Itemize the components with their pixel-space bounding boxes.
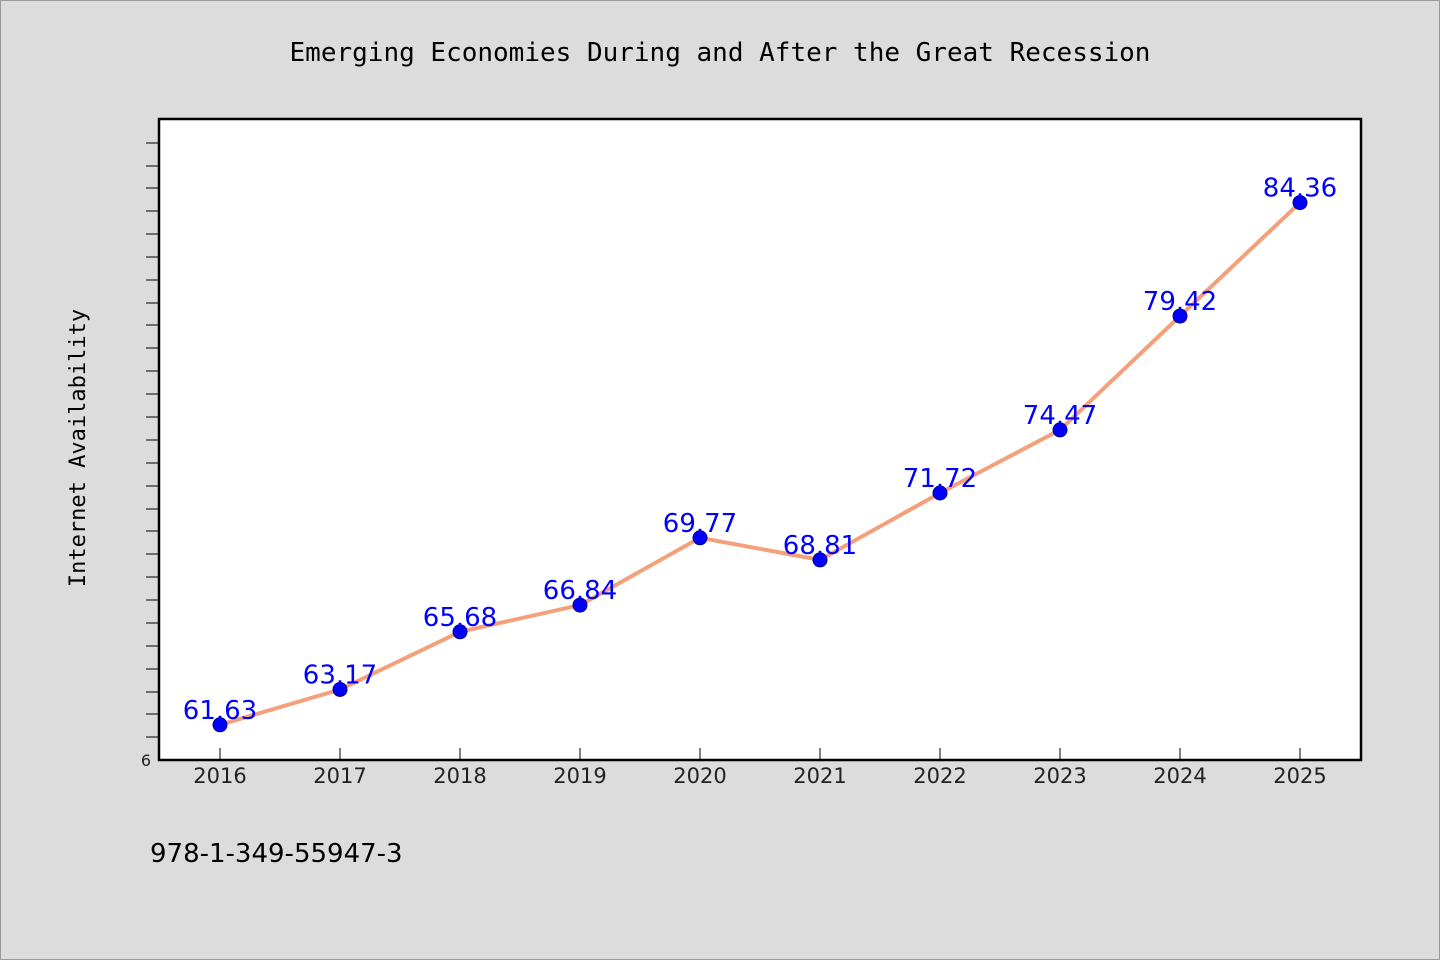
- data-label: 68.81: [783, 531, 857, 561]
- data-label: 61.63: [183, 696, 257, 726]
- data-label: 84.36: [1263, 174, 1337, 204]
- x-tick-label: 2022: [913, 764, 966, 788]
- data-label: 71.72: [903, 464, 977, 494]
- x-tick-label: 2018: [433, 764, 486, 788]
- x-tick-label: 2020: [673, 764, 726, 788]
- x-tick-label: 2024: [1153, 764, 1206, 788]
- series-line: [219, 201, 1302, 727]
- series-layer: 61.63 63.17 65.68 66.84 69.77 68.81 71.72 74.47…: [183, 174, 1337, 733]
- data-point: [452, 624, 468, 640]
- x-tick-label: 2019: [553, 764, 606, 788]
- y-tick-label: 6: [141, 751, 151, 770]
- data-point: [932, 485, 948, 501]
- data-point: [1052, 422, 1068, 438]
- x-tick-label: 2023: [1033, 764, 1086, 788]
- plot-area: [157, 117, 1363, 762]
- data-point: [1172, 308, 1188, 324]
- data-point: [572, 597, 588, 613]
- y-axis-ticks: [146, 142, 159, 738]
- x-tick-label: 2025: [1273, 764, 1326, 788]
- data-label: 66.84: [543, 576, 617, 606]
- data-point: [1292, 195, 1308, 211]
- isbn-text: 978-1-349-55947-3: [150, 839, 403, 869]
- data-point: [332, 682, 348, 697]
- x-tick-label: 2021: [793, 764, 846, 788]
- data-point: [812, 552, 828, 568]
- data-label: 74.47: [1023, 401, 1097, 431]
- x-tick-label: 2017: [313, 764, 366, 788]
- x-tick-label: 2016: [193, 764, 246, 788]
- data-point: [692, 530, 708, 546]
- chart-title: Emerging Economies During and After the …: [290, 38, 1151, 68]
- data-label: 63.17: [303, 661, 377, 691]
- data-label: 69.77: [663, 509, 737, 539]
- data-point: [212, 717, 228, 733]
- x-axis-ticks: 2016 2017 2018 2019 2020 2021 2022 2023 2024 2025: [193, 748, 1327, 788]
- y-axis-label: Internet Availability: [66, 309, 91, 587]
- data-label: 65.68: [423, 603, 497, 633]
- data-label: 79.42: [1143, 287, 1217, 317]
